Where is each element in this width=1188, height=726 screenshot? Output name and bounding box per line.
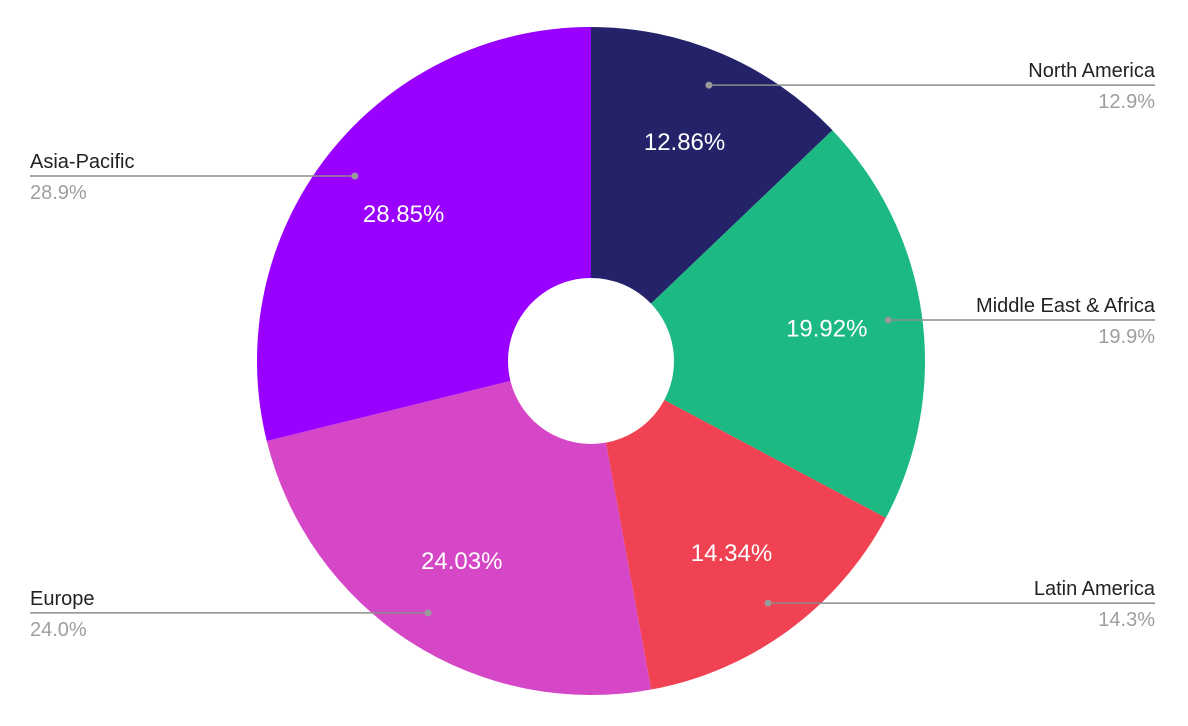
callout-pct-north-america: 12.9% bbox=[1098, 91, 1155, 113]
slice-middle-east-and-africa bbox=[651, 130, 925, 518]
leader-dot-middle-east-and-africa bbox=[884, 316, 892, 324]
leader-dot-latin-america bbox=[764, 599, 772, 607]
slice-latin-america bbox=[605, 399, 886, 690]
slice-europe bbox=[266, 380, 652, 696]
slice-label-north-america: 12.86% bbox=[644, 129, 725, 156]
callout-pct-europe: 24.0% bbox=[30, 619, 87, 641]
callout-pct-middle-east-and-africa: 19.9% bbox=[1098, 326, 1155, 348]
slice-label-latin-america: 14.34% bbox=[691, 540, 772, 567]
callout-name-north-america: North America bbox=[1028, 60, 1156, 82]
callout-name-latin-america: Latin America bbox=[1034, 578, 1156, 600]
callout-name-asia-pacific: Asia-Pacific bbox=[30, 151, 134, 173]
leader-dot-north-america bbox=[705, 81, 713, 89]
callout-name-europe: Europe bbox=[30, 588, 95, 610]
callout-name-middle-east-and-africa: Middle East & Africa bbox=[976, 295, 1156, 317]
callout-pct-asia-pacific: 28.9% bbox=[30, 182, 87, 204]
slice-asia-pacific bbox=[257, 27, 591, 442]
slice-label-europe: 24.03% bbox=[421, 548, 502, 575]
slice-label-middle-east-and-africa: 19.92% bbox=[786, 316, 867, 343]
leader-dot-asia-pacific bbox=[351, 172, 359, 180]
slice-north-america bbox=[591, 27, 833, 304]
callout-pct-latin-america: 14.3% bbox=[1098, 609, 1155, 631]
leader-dot-europe bbox=[424, 609, 432, 617]
slice-label-asia-pacific: 28.85% bbox=[363, 201, 444, 228]
